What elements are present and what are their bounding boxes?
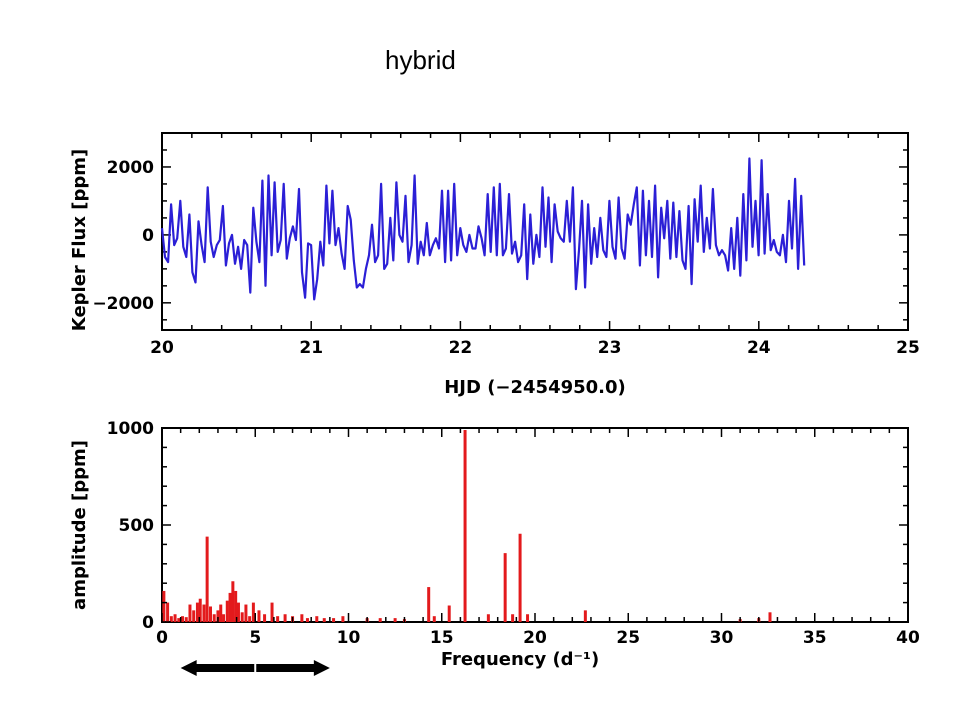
- light-curve-y-tick-label: 2000: [107, 158, 154, 178]
- page-title: hybrid: [385, 45, 456, 75]
- amplitude-x-tick-label: 30: [710, 628, 734, 648]
- amplitude-x-tick-label: 25: [616, 628, 640, 648]
- amplitude-y-tick-label: 0: [142, 613, 154, 633]
- amplitude-y-axis-label: amplitude [ppm]: [69, 440, 90, 610]
- light-curve-x-tick-label: 23: [598, 338, 622, 358]
- amplitude-x-tick-label: 40: [896, 628, 920, 648]
- amplitude-y-tick-label: 500: [119, 516, 155, 536]
- amplitude-spectrum-panel: 0 5 10 15 20 25 30 35 40 0 500 1000 Frequency (d⁻¹)…: [69, 419, 920, 676]
- amplitude-peaks: [162, 429, 772, 622]
- amplitude-x-tick-label: 20: [523, 628, 547, 648]
- light-curve-tick-labels: 20 21 22 23 24 25 −2000 0 2000: [92, 158, 919, 358]
- flux-series-line: [160, 157, 806, 301]
- right-arrow-icon: [256, 660, 330, 676]
- light-curve-y-axis-label: Kepler Flux [ppm]: [69, 149, 90, 331]
- light-curve-ticks: [161, 133, 909, 330]
- amplitude-x-tick-label: 10: [337, 628, 361, 648]
- light-curve-x-tick-label: 25: [896, 338, 920, 358]
- light-curve-x-tick-label: 21: [299, 338, 323, 358]
- frequency-range-arrow: [180, 660, 330, 676]
- light-curve-y-tick-label: −2000: [92, 294, 154, 314]
- amplitude-tick-labels: 0 5 10 15 20 25 30 35 40 0 500 1000: [107, 419, 920, 648]
- amplitude-y-tick-label: 1000: [107, 419, 154, 439]
- amplitude-x-axis-label: Frequency (d⁻¹): [441, 649, 599, 670]
- light-curve-x-tick-label: 22: [449, 338, 473, 358]
- left-arrow-icon: [180, 660, 255, 676]
- light-curve-y-tick-label: 0: [142, 226, 154, 246]
- light-curve-x-axis-label: HJD (−2454950.0): [444, 377, 626, 398]
- light-curve-x-tick-label: 20: [150, 338, 174, 358]
- amplitude-x-tick-label: 0: [156, 628, 168, 648]
- amplitude-x-tick-label: 35: [803, 628, 827, 648]
- light-curve-x-tick-label: 24: [747, 338, 771, 358]
- amplitude-ticks: [161, 427, 909, 623]
- amplitude-x-tick-label: 15: [430, 628, 454, 648]
- amplitude-x-tick-label: 5: [249, 628, 261, 648]
- amplitude-spectrum-frame: [161, 427, 909, 623]
